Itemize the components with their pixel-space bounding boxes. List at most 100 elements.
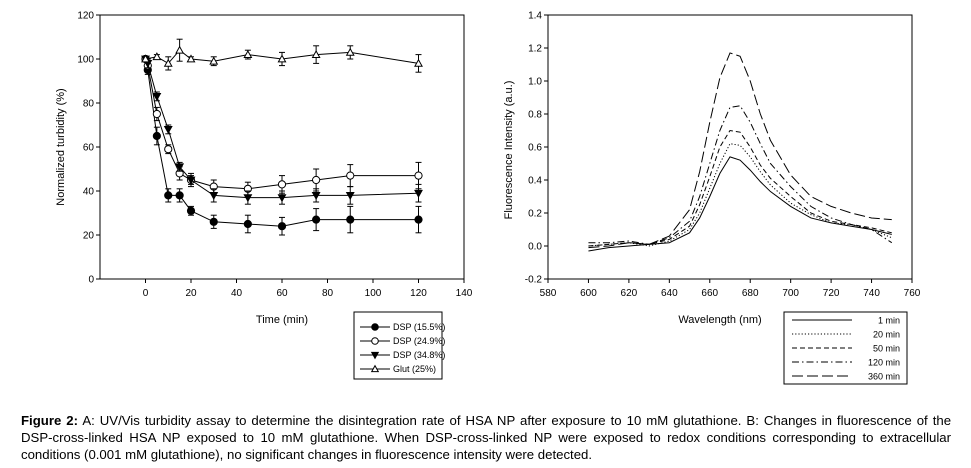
panel-b-y-tick-label: -0.2 bbox=[525, 275, 543, 286]
panel-a-data-point bbox=[141, 54, 150, 63]
panel-a-x-tick-label: 20 bbox=[185, 288, 197, 299]
panel-a-data-point bbox=[186, 54, 196, 63]
panel-b-legend-label: 360 min bbox=[868, 372, 900, 382]
panel-a-legend-label: DSP (15.5%) bbox=[393, 322, 445, 332]
panel-b-legend: 1 min 20 min 50 min 120 min 360 min bbox=[792, 316, 900, 382]
panel-a-data-point bbox=[346, 215, 355, 224]
panel-a-y-tick-label: 80 bbox=[83, 99, 95, 110]
panel-b-series-line bbox=[588, 143, 892, 247]
panel-b-x-tick-label: 680 bbox=[742, 288, 759, 299]
panel-b-y-tick-label: 0.0 bbox=[528, 242, 542, 253]
panel-b-x-tick-label: 700 bbox=[782, 288, 799, 299]
panel-a-data-point bbox=[346, 171, 355, 180]
panel-b-plot-frame bbox=[547, 14, 913, 280]
panel-a-data-point bbox=[175, 163, 185, 172]
panel-b-y-tick-label: 0.2 bbox=[528, 209, 542, 220]
panel-a-data-point bbox=[152, 93, 162, 102]
panel-a-data-point bbox=[209, 192, 219, 201]
figure-caption: Figure 2: A: UV/Vis turbidity assay to d… bbox=[21, 412, 951, 463]
panel-b-series bbox=[588, 52, 893, 252]
panel-a-x-tick-label: 40 bbox=[231, 288, 243, 299]
panel-a-data-point bbox=[345, 47, 355, 56]
panel-b-series-line bbox=[588, 129, 892, 247]
panel-b-x-tick-label: 660 bbox=[701, 288, 718, 299]
panel-a-data-point bbox=[243, 219, 252, 229]
panel-a-legend-marker bbox=[370, 351, 380, 360]
panel-a-x-tick-label: 100 bbox=[365, 288, 382, 299]
panel-a-data-point bbox=[277, 180, 287, 189]
panel-a-legend-label: DSP (24.9%) bbox=[393, 336, 445, 346]
panel-a-data-point bbox=[163, 126, 173, 135]
panel-a-data-point bbox=[277, 54, 287, 63]
panel-b-x-tick-label: 620 bbox=[621, 288, 638, 299]
panel-b-y-tick-label: 0.8 bbox=[528, 110, 542, 121]
panel-b-legend-label: 50 min bbox=[873, 344, 900, 354]
panel-b-legend-label: 1 min bbox=[878, 316, 900, 326]
panel-a-data-point bbox=[345, 192, 355, 201]
panel-a-legend-label: DSP (34.8%) bbox=[393, 350, 445, 360]
panel-a-x-tick-label: 80 bbox=[322, 288, 334, 299]
panel-a-data-point bbox=[414, 171, 423, 180]
panel-b-y-tick-label: 0.4 bbox=[528, 176, 542, 187]
panel-a-y-tick-label: 0 bbox=[88, 275, 94, 286]
panel-b-legend-label: 120 min bbox=[868, 358, 900, 368]
panel-a-data-point bbox=[311, 49, 321, 58]
panel-a-legend-box bbox=[353, 311, 443, 380]
panel-a-y-tick-label: 60 bbox=[83, 143, 95, 154]
panel-a-y-axis-title: Normalized turbidity (%) bbox=[55, 88, 67, 205]
panel-a-y-tick-label: 40 bbox=[83, 187, 95, 198]
panel-a-x-tick-label: 140 bbox=[456, 288, 473, 299]
caption-label: Figure 2: bbox=[21, 413, 79, 428]
panel-a-series-line bbox=[145, 58, 419, 227]
panel-a-turbidity-chart: 0 20 40 60 80 100 120 140 0 20 40 60 80 100 120 Time (… bbox=[55, 11, 473, 380]
panel-a-x-tick-label: 0 bbox=[143, 288, 149, 299]
panel-a-x-axis-title: Time (min) bbox=[256, 314, 308, 326]
panel-a-data-point bbox=[175, 191, 184, 200]
panel-a-y-tick-label: 20 bbox=[83, 231, 95, 242]
panel-a-data-point bbox=[164, 145, 173, 154]
panel-a-data-point bbox=[152, 131, 161, 141]
panel-b-x-tick-label: 600 bbox=[580, 288, 597, 299]
caption-text: A: UV/Vis turbidity assay to determine t… bbox=[21, 413, 952, 462]
panel-a-y-tick-label: 100 bbox=[77, 55, 94, 66]
panel-a-data-point bbox=[312, 175, 321, 185]
panel-b-y-tick-label: 1.0 bbox=[528, 77, 542, 88]
panel-b-x-tick-label: 760 bbox=[904, 288, 921, 299]
panel-a-data-point bbox=[186, 206, 196, 215]
panel-b-series-line bbox=[588, 52, 892, 249]
panel-b-x-tick-label: 640 bbox=[661, 288, 678, 299]
panel-b-ticks: 580 600 620 640 660 680 700 720 740 760 -0.2 0.0 0.2… bbox=[525, 11, 921, 300]
panel-b-y-axis-title: Fluorescence Intensity (a.u.) bbox=[503, 81, 515, 220]
panel-a-legend-marker bbox=[370, 364, 380, 373]
panel-a-data-point bbox=[311, 192, 321, 201]
panel-a-legend: DSP (15.5%) DSP (24.9%) DSP (34.8%) Glut (2… bbox=[360, 322, 445, 374]
panel-a-data-point bbox=[164, 191, 173, 200]
panel-a-data-point bbox=[414, 189, 423, 198]
panel-a-data-point bbox=[186, 176, 196, 185]
panel-b-series-line bbox=[588, 105, 893, 245]
panel-a-data-point bbox=[243, 49, 253, 58]
panel-a-legend-label: Glut (25%) bbox=[393, 364, 436, 374]
panel-b-x-tick-label: 740 bbox=[863, 288, 880, 299]
panel-b-y-tick-label: 0.6 bbox=[528, 143, 542, 154]
panel-a-series-line bbox=[145, 58, 419, 190]
panel-a-data-point bbox=[152, 109, 161, 119]
panel-b-legend-label: 20 min bbox=[873, 330, 900, 340]
panel-a-series bbox=[141, 38, 423, 236]
panel-a-data-point bbox=[175, 45, 185, 54]
panel-a-data-point bbox=[312, 215, 321, 224]
panel-a-x-tick-label: 60 bbox=[276, 288, 288, 299]
panel-a-series-line bbox=[145, 58, 419, 199]
panel-b-y-tick-label: 1.4 bbox=[528, 11, 542, 22]
panel-a-data-point bbox=[209, 56, 219, 65]
panel-b-x-tick-label: 580 bbox=[540, 288, 557, 299]
panel-a-data-point bbox=[277, 194, 287, 203]
panel-a-data-point bbox=[414, 58, 423, 67]
panel-a-data-point bbox=[152, 52, 162, 61]
panel-a-data-point bbox=[243, 194, 253, 203]
panel-b-y-tick-label: 1.2 bbox=[528, 44, 542, 55]
panel-a-x-tick-label: 120 bbox=[410, 288, 427, 299]
panel-a-data-point bbox=[414, 215, 423, 224]
panel-b-fluorescence-chart: 580 600 620 640 660 680 700 720 740 760 -0.2 0.0 0.2… bbox=[503, 11, 921, 385]
panel-a-data-point bbox=[209, 217, 218, 226]
